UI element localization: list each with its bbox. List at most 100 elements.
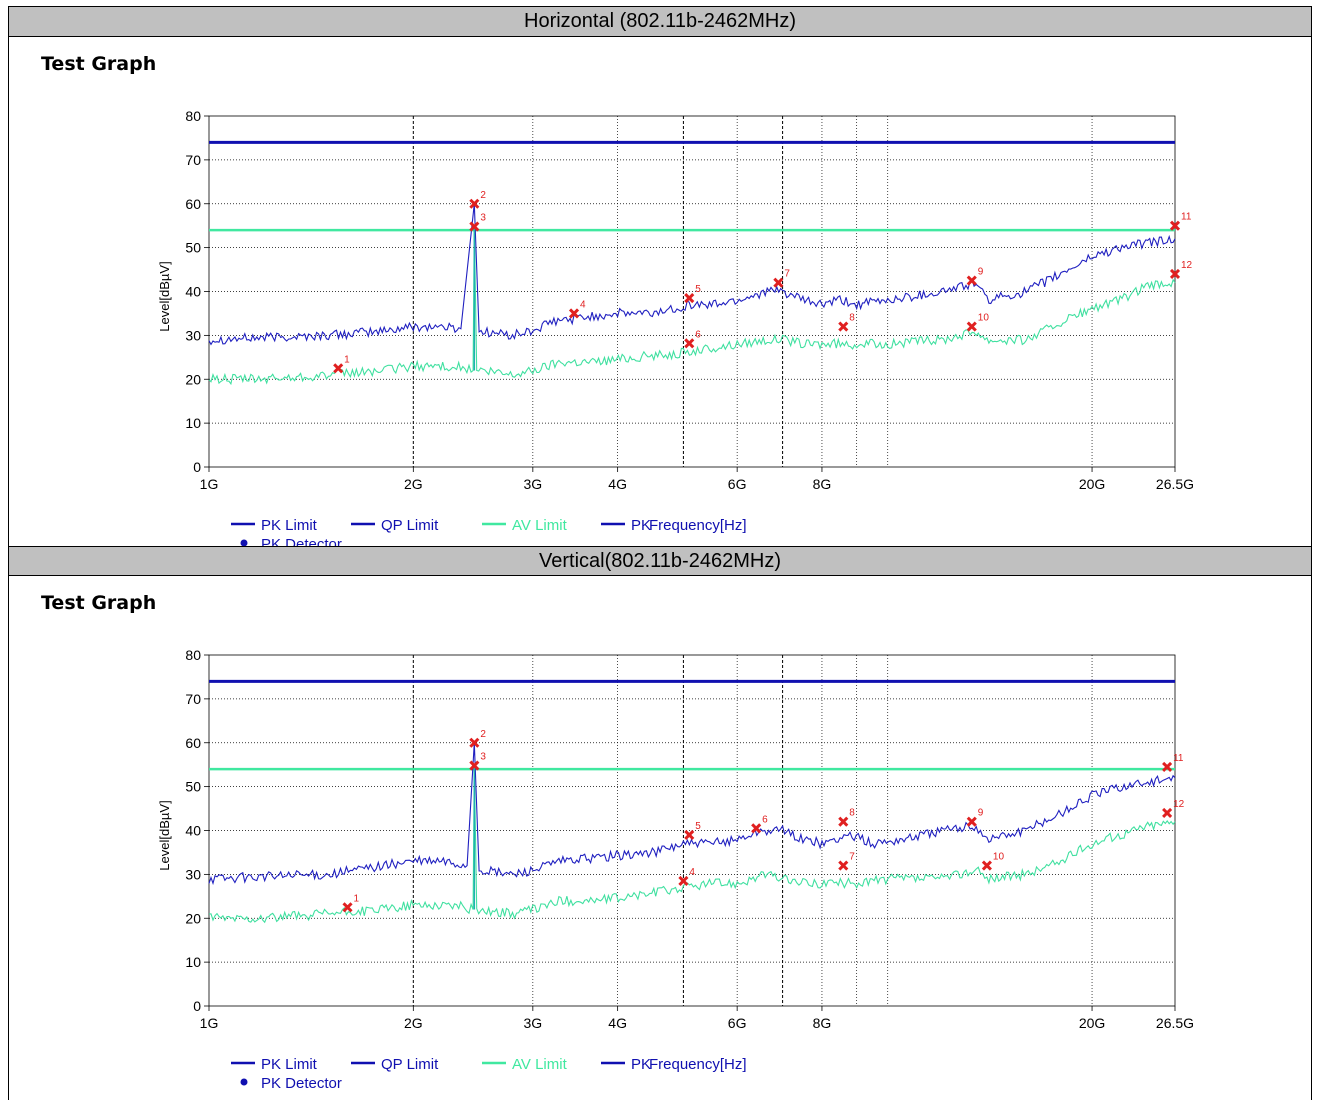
marker-9: 9 <box>966 267 984 286</box>
marker-cross <box>568 308 580 319</box>
marker-cross <box>981 860 992 871</box>
legend-label: PK <box>631 517 651 534</box>
marker-cross <box>751 823 762 834</box>
marker-6: 6 <box>684 329 701 349</box>
marker-label: 7 <box>784 269 790 280</box>
marker-9: 9 <box>966 808 984 827</box>
y-tick-label: 60 <box>185 735 201 751</box>
marker-label: 6 <box>695 329 701 340</box>
marker-cross <box>773 277 784 288</box>
marker-label: 12 <box>1181 260 1193 271</box>
marker-label: 4 <box>580 299 586 310</box>
x-axis-label: Frequency[Hz] <box>649 1056 747 1073</box>
y-tick-label: 30 <box>185 866 201 882</box>
x-tick-label: 8G <box>813 1015 832 1031</box>
legend-label: AV Limit <box>512 517 568 534</box>
marker-5: 5 <box>684 821 701 840</box>
legend-label: AV Limit <box>512 1056 568 1073</box>
marker-label: 3 <box>480 752 486 763</box>
marker-cross <box>469 737 480 748</box>
x-tick-label: 6G <box>728 1015 747 1031</box>
marker-cross <box>1169 220 1181 231</box>
legend-label: PK <box>631 1056 651 1073</box>
legend-label: QP Limit <box>381 1056 439 1073</box>
marker-cross <box>838 816 849 827</box>
marker-cross <box>1169 268 1181 280</box>
marker-8: 8 <box>838 808 855 827</box>
marker-label: 9 <box>978 808 984 819</box>
marker-4: 4 <box>678 867 695 887</box>
marker-cross <box>1162 761 1173 772</box>
marker-cross <box>684 293 695 304</box>
av-trace <box>208 764 1176 924</box>
marker-3: 3 <box>469 752 486 771</box>
marker-11: 11 <box>1169 212 1192 231</box>
section-header: Horizontal (802.11b-2462MHz) <box>9 7 1311 37</box>
marker-cross <box>469 760 480 771</box>
y-tick-label: 40 <box>185 284 201 300</box>
marker-label: 5 <box>695 821 701 832</box>
x-tick-label: 2G <box>404 1015 423 1031</box>
marker-cross <box>469 198 480 209</box>
graph-title: Test Graph <box>41 53 157 75</box>
x-tick-label: 20G <box>1079 1015 1105 1031</box>
x-tick-label: 3G <box>523 1015 542 1031</box>
section-header: Vertical(802.11b-2462MHz) <box>9 546 1311 576</box>
y-tick-label: 70 <box>185 691 201 707</box>
marker-label: 8 <box>849 808 855 819</box>
x-tick-label: 4G <box>608 476 627 492</box>
marker-2: 2 <box>469 729 486 748</box>
marker-label: 4 <box>689 867 695 878</box>
marker-label: 6 <box>762 814 768 825</box>
marker-cross <box>966 321 977 332</box>
x-tick-label: 6G <box>728 476 747 492</box>
x-tick-label: 1G <box>200 1015 219 1031</box>
marker-label: 12 <box>1173 799 1185 810</box>
y-tick-label: 20 <box>185 910 201 926</box>
marker-label: 8 <box>849 313 855 324</box>
legend-label: QP Limit <box>381 517 439 534</box>
emission-chart-horizontal: 0 10 20 30 40 50 60 70 80 1G 2G 3G 4G 6G 8G 20G 26.5G Lev… <box>157 108 1194 547</box>
marker-label: 5 <box>695 284 701 295</box>
legend-label: PK Limit <box>261 1056 318 1073</box>
marker-1: 1 <box>333 354 350 374</box>
y-tick-label: 50 <box>185 240 201 256</box>
av-trace <box>208 225 1176 386</box>
y-tick-label: 50 <box>185 779 201 795</box>
y-tick-label: 60 <box>185 196 201 212</box>
y-tick-label: 40 <box>185 823 201 839</box>
legend-label: PK Limit <box>261 517 318 534</box>
marker-4: 4 <box>568 299 586 319</box>
marker-cross <box>333 363 344 374</box>
y-tick-label: 80 <box>185 108 201 124</box>
marker-label: 1 <box>354 893 360 904</box>
marker-12: 12 <box>1162 799 1185 819</box>
marker-cross <box>838 321 849 332</box>
marker-cross <box>342 902 353 913</box>
emission-chart-vertical: 0 10 20 30 40 50 60 70 80 1G 2G 3G 4G 6G 8G 20G 26.5G Lev… <box>157 647 1194 1092</box>
marker-12: 12 <box>1169 260 1193 280</box>
vertical-section: Vertical(802.11b-2462MHz) Test Graph 0 10… <box>8 546 1312 1100</box>
marker-11: 11 <box>1162 753 1184 772</box>
x-tick-label: 26.5G <box>1156 476 1194 492</box>
marker-label: 10 <box>978 313 990 324</box>
marker-cross <box>966 275 977 286</box>
marker-8: 8 <box>838 313 855 332</box>
legend-label: PK Detector <box>261 1075 342 1092</box>
marker-7: 7 <box>838 852 855 871</box>
legend-label: PK Detector <box>261 536 342 547</box>
y-tick-label: 80 <box>185 647 201 663</box>
y-tick-label: 70 <box>185 152 201 168</box>
x-tick-label: 8G <box>813 476 832 492</box>
x-tick-label: 26.5G <box>1156 1015 1194 1031</box>
marker-6: 6 <box>751 814 768 834</box>
marker-label: 2 <box>480 190 486 201</box>
y-tick-label: 0 <box>193 459 201 475</box>
horizontal-section: Horizontal (802.11b-2462MHz) Test Graph … <box>8 6 1312 547</box>
marker-10: 10 <box>966 313 990 332</box>
y-axis-label: Level[dBµV] <box>157 800 172 870</box>
legend-dot <box>240 1078 248 1086</box>
marker-label: 2 <box>480 729 486 740</box>
marker-label: 7 <box>849 852 855 863</box>
